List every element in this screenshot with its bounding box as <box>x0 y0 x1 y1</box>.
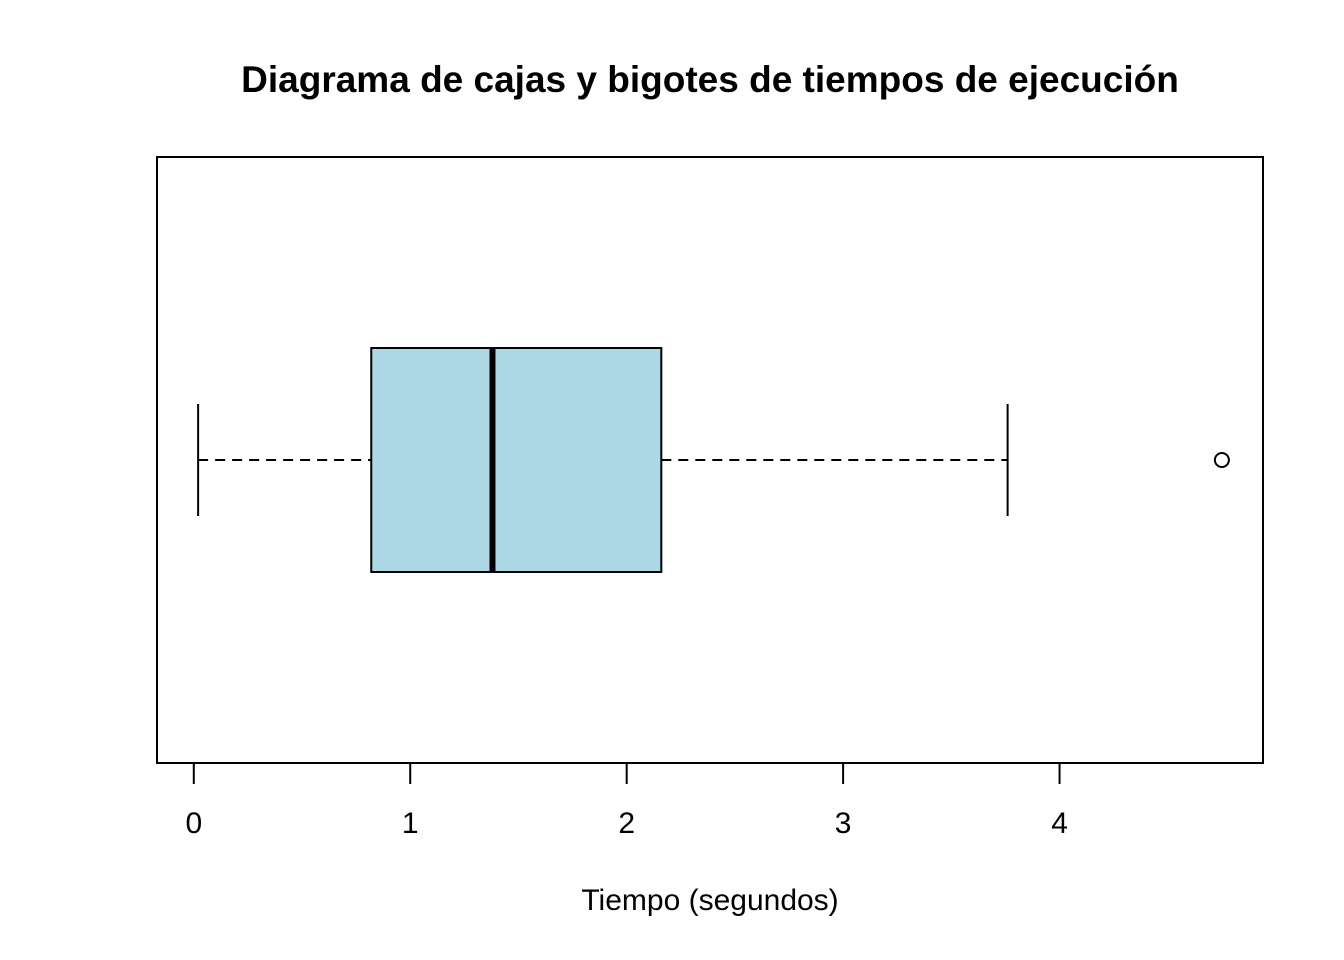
x-tick-label-3: 3 <box>835 807 852 840</box>
iqr-box <box>370 347 663 573</box>
x-tick-label-1: 1 <box>402 807 419 840</box>
chart-title: Diagrama de cajas y bigotes de tiempos d… <box>241 59 1179 100</box>
x-axis-label: Tiempo (segundos) <box>581 884 838 917</box>
outlier-point-0 <box>1213 452 1230 468</box>
x-tick-label-2: 2 <box>618 807 635 840</box>
box-group <box>197 347 1230 573</box>
x-tick-label-0: 0 <box>185 807 202 840</box>
x-axis: 0 1 2 3 4 <box>185 762 1068 840</box>
x-tick-label-4: 4 <box>1051 807 1068 840</box>
